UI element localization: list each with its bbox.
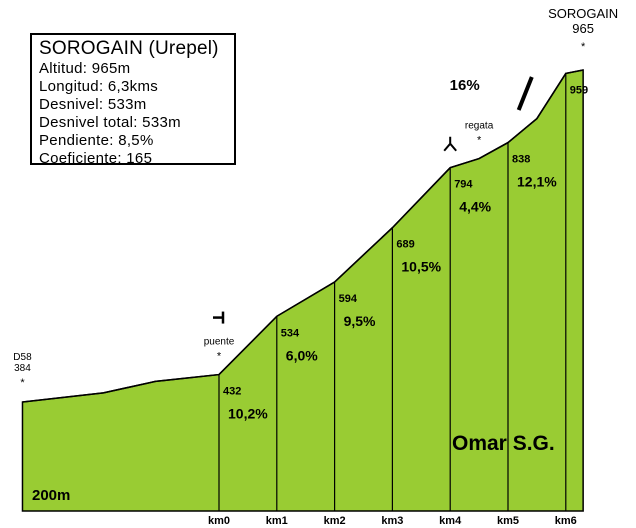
profile-outline xyxy=(22,69,584,403)
grade-label-km3: 10,5% xyxy=(401,259,441,275)
alt-label-km2: 594 xyxy=(339,293,358,305)
alt-label-km6: 959 xyxy=(570,84,588,96)
grade-label-km0: 10,2% xyxy=(228,406,268,422)
poi-0-line-0: D58 xyxy=(13,352,32,363)
info-length: Longitud: 6,3kms xyxy=(39,78,159,95)
km-label-6: km6 xyxy=(555,515,577,527)
alt-label-km1: 534 xyxy=(281,327,300,339)
poi-3-line-1: 965 xyxy=(572,21,594,36)
bridge-icon xyxy=(213,311,225,324)
max-grade-mark xyxy=(516,76,534,111)
fork-icon xyxy=(443,136,457,152)
km-label-2: km2 xyxy=(324,515,346,527)
grade-label-km4: 4,4% xyxy=(459,199,491,215)
poi-2-marker: * xyxy=(477,135,482,147)
info-average-grade: Pendiente: 8,5% xyxy=(39,132,154,149)
info-elevation-gain: Desnivel: 533m xyxy=(39,96,147,113)
grade-label-km5: 12,1% xyxy=(517,174,557,190)
poi-0-marker: * xyxy=(20,377,25,389)
info-coefficient: Coeficiente: 165 xyxy=(39,150,153,167)
poi-1-line-0: puente xyxy=(204,337,235,348)
grade-label-km2: 9,5% xyxy=(344,313,376,329)
grade-labels: 10,2% 6,0% 9,5% 10,5% 4,4% 12,1% xyxy=(228,174,557,422)
km-label-4: km4 xyxy=(439,515,462,527)
alt-label-km4: 794 xyxy=(454,179,473,191)
km-label-3: km3 xyxy=(381,515,403,527)
alt-label-km3: 689 xyxy=(396,239,414,251)
poi-3-line-0: SOROGAIN xyxy=(548,6,618,21)
poi-2-line-0: regata xyxy=(465,121,494,132)
author-signature: Omar S.G. xyxy=(452,432,555,455)
info-altitude: Altitud: 965m xyxy=(39,60,131,77)
max-grade-label: 16% xyxy=(450,77,480,94)
poi-1: puente * xyxy=(204,311,235,363)
alt-label-km5: 838 xyxy=(512,154,530,166)
km-label-5: km5 xyxy=(497,515,519,527)
info-total-elevation-gain: Desnivel total: 533m xyxy=(39,114,181,131)
grade-label-km1: 6,0% xyxy=(286,347,318,363)
poi-2: regata * xyxy=(465,121,494,147)
poi-0-line-1: 384 xyxy=(14,363,31,374)
climb-info-box: SOROGAIN (Urepel) Altitud: 965m Longitud… xyxy=(30,33,236,167)
base-altitude-label: 200m xyxy=(32,487,70,504)
poi-1-marker: * xyxy=(217,351,222,363)
alt-label-km0: 432 xyxy=(223,386,241,398)
altitude-labels: 432 534 594 689 794 838 959 xyxy=(223,84,588,397)
km-label-1: km1 xyxy=(266,515,288,527)
km-label-0: km0 xyxy=(208,515,230,527)
climb-title: SOROGAIN (Urepel) xyxy=(39,38,219,59)
km-axis-labels: km0 km1 km2 km3 km4 km5 km6 xyxy=(208,515,577,527)
km-divider-lines xyxy=(218,73,567,511)
poi-3-marker: * xyxy=(581,41,586,53)
